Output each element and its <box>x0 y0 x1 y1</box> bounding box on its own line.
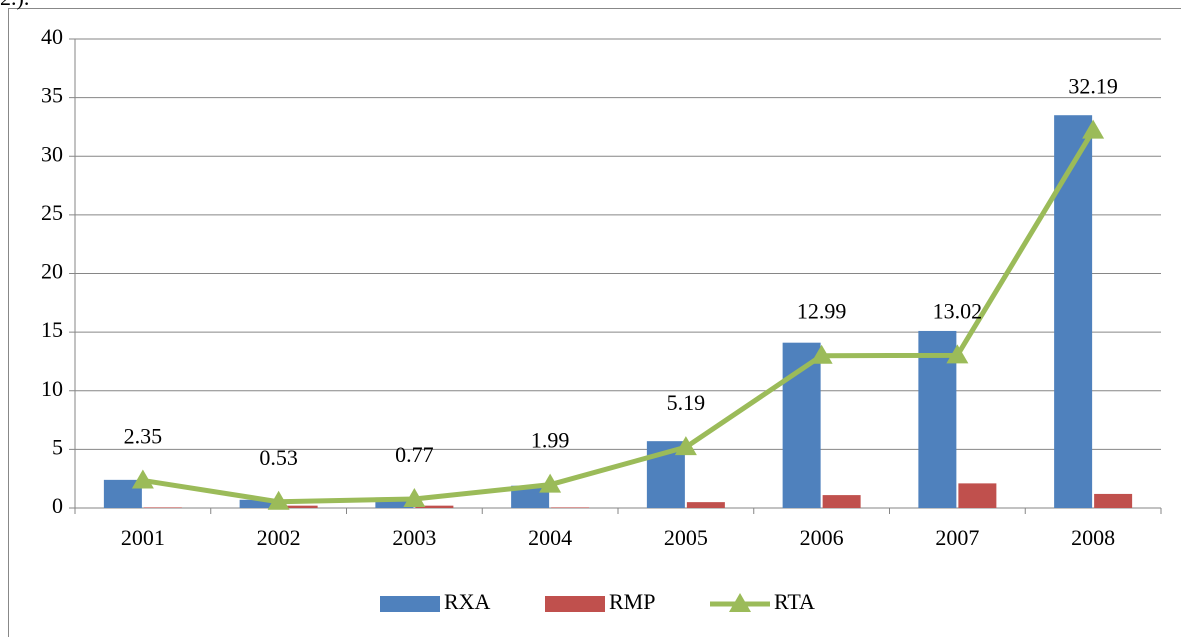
marker <box>674 436 697 456</box>
fragment-bg <box>0 0 70 8</box>
data-label: 0.53 <box>259 445 298 470</box>
legend-swatch <box>380 596 440 612</box>
marker <box>810 344 833 364</box>
bar <box>375 497 414 508</box>
marker <box>946 344 969 364</box>
bar <box>1054 115 1093 509</box>
line <box>142 129 1096 505</box>
bar <box>822 495 861 508</box>
x-tick-label: 2003 <box>392 525 436 550</box>
legend-marker <box>729 593 751 612</box>
bar <box>1094 493 1133 508</box>
y-tick-label: 15 <box>41 317 63 342</box>
y-tick-label: 30 <box>41 141 63 166</box>
legend-label: RXA <box>444 589 491 614</box>
x-tick-label: 2001 <box>121 525 165 550</box>
x-tick-label: 2004 <box>528 525 572 550</box>
y-tick-label: 40 <box>41 24 63 49</box>
y-tick-label: 35 <box>41 83 63 108</box>
bar <box>239 499 278 508</box>
bar <box>279 505 318 508</box>
chart-border <box>8 8 1181 637</box>
x-tick-label: 2008 <box>1071 525 1115 550</box>
legend-swatch <box>545 596 605 612</box>
bar <box>511 485 550 508</box>
bar <box>958 483 997 508</box>
data-label: 12.99 <box>797 299 847 324</box>
marker <box>539 473 562 493</box>
bar <box>686 502 725 508</box>
marker <box>1082 119 1105 139</box>
x-tick-label: 2007 <box>935 525 979 550</box>
data-label: 0.77 <box>395 442 434 467</box>
data-label: 13.02 <box>933 298 983 323</box>
fragment-text: 2.). <box>0 0 29 10</box>
bar <box>143 507 182 508</box>
legend-label: RMP <box>609 589 655 614</box>
x-tick-label: 2005 <box>664 525 708 550</box>
data-label: 5.19 <box>667 390 706 415</box>
bar <box>415 505 454 508</box>
y-tick-label: 20 <box>41 259 63 284</box>
bar <box>551 507 590 508</box>
y-tick-label: 5 <box>52 434 63 459</box>
data-label: 1.99 <box>531 428 570 453</box>
marker <box>131 469 154 489</box>
marker <box>267 490 290 510</box>
data-label: 32.19 <box>1068 74 1118 99</box>
y-tick-label: 0 <box>52 493 63 518</box>
data-label: 2.35 <box>124 423 163 448</box>
x-tick-label: 2002 <box>257 525 301 550</box>
x-tick-label: 2006 <box>800 525 844 550</box>
legend-label: RTA <box>774 589 815 614</box>
marker <box>403 487 426 507</box>
y-tick-label: 10 <box>41 376 63 401</box>
y-tick-label: 25 <box>41 200 63 225</box>
